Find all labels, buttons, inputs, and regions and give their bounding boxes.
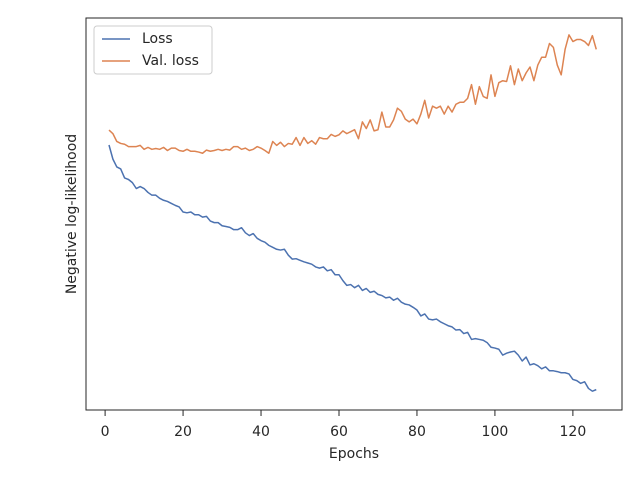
legend-label: Val. loss <box>142 53 199 69</box>
plot-frame <box>85 17 623 411</box>
x-tick-label: 20 <box>174 424 192 440</box>
x-axis-label: Epochs <box>329 446 379 462</box>
y-axis-label: Negative log-likelihood <box>64 134 80 294</box>
x-tick-label: 0 <box>101 424 110 440</box>
legend-box <box>93 25 213 75</box>
x-tick-label: 120 <box>560 424 587 440</box>
x-tick-label: 40 <box>252 424 270 440</box>
series-line <box>108 144 597 392</box>
series-line <box>108 34 597 154</box>
x-tick-label: 80 <box>408 424 426 440</box>
legend-label: Loss <box>142 31 173 47</box>
x-tick-label: 60 <box>330 424 348 440</box>
x-tick-label: 100 <box>482 424 509 440</box>
